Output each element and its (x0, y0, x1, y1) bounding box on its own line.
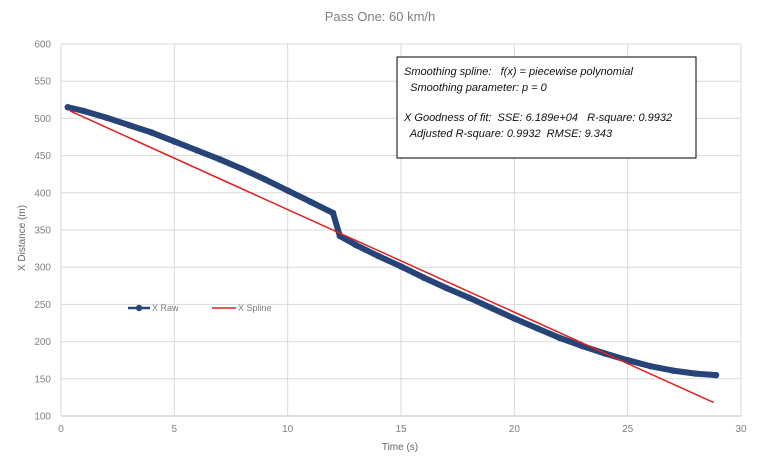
plot-area (64, 104, 720, 404)
legend-marker-x-raw (135, 304, 143, 312)
data-point-x-raw (64, 104, 72, 111)
data-point-x-raw (556, 334, 563, 342)
x-tick-label: 10 (282, 424, 294, 435)
annotation-line-2: Smoothing parameter: p = 0 (404, 82, 548, 94)
x-tick-label: 30 (735, 424, 747, 435)
legend-label-x-spline: X Spline (238, 303, 272, 313)
series-line-x-spline (69, 110, 715, 404)
data-point-x-raw (712, 371, 720, 379)
annotation-border (396, 56, 697, 159)
data-point-x-raw (692, 370, 699, 377)
data-point-x-raw (420, 274, 427, 281)
data-point-x-raw (352, 241, 359, 249)
fit-annotation-box: Smoothing spline: f(x) = piecewise polyn… (396, 56, 697, 159)
x-tick-label: 5 (172, 424, 178, 435)
annotation-line-5: Adjusted R-square: 0.9932 RMSE: 9.343 (404, 128, 613, 140)
data-point-x-raw (216, 156, 223, 163)
data-point-x-raw (443, 284, 450, 292)
y-tick-label: 450 (34, 151, 51, 162)
data-point-x-raw (511, 315, 518, 322)
legend: X Raw X Spline (128, 303, 272, 313)
annotation-line-4: X Goodness of fit: SSE: 6.189e+04 R-squa… (403, 112, 672, 124)
data-point-x-raw (261, 176, 269, 183)
y-tick-label: 250 (34, 300, 51, 311)
y-tick-label: 600 (34, 40, 51, 51)
y-axis-title: X Distance (m) (17, 205, 28, 271)
data-point-x-raw (533, 325, 541, 332)
y-tick-label: 300 (34, 263, 51, 274)
data-point-x-raw (307, 198, 314, 205)
x-tick-label: 20 (509, 424, 521, 435)
data-point-x-raw (125, 121, 133, 129)
data-point-x-raw (488, 304, 495, 312)
chart-title: Pass One: 60 km/h (325, 9, 436, 24)
data-point-x-raw (647, 362, 654, 370)
y-tick-label: 200 (34, 337, 51, 348)
annotation-line-1: Smoothing spline: f(x) = piecewise polyn… (404, 66, 634, 78)
data-point-x-raw (465, 294, 473, 301)
x-axis-title: Time (s) (382, 442, 418, 453)
y-tick-label: 150 (34, 374, 51, 385)
data-point-x-raw (239, 165, 246, 173)
y-tick-label: 500 (34, 114, 51, 125)
x-tick-label: 25 (622, 424, 634, 435)
data-point-x-raw (624, 357, 631, 364)
data-point-x-raw (193, 147, 201, 154)
data-point-x-raw (284, 187, 291, 194)
y-tick-label: 100 (34, 412, 51, 423)
x-tick-label: 15 (395, 424, 407, 435)
data-point-x-raw (329, 209, 337, 217)
y-tick-label: 350 (34, 226, 51, 237)
x-tick-label: 0 (58, 424, 64, 435)
data-point-x-raw (148, 129, 155, 136)
data-point-x-raw (397, 263, 405, 270)
data-point-x-raw (80, 107, 87, 115)
data-point-x-raw (171, 138, 178, 145)
y-tick-label: 550 (34, 77, 51, 88)
data-point-x-raw (669, 367, 677, 374)
legend-label-x-raw: X Raw (152, 303, 179, 313)
data-point-x-raw (375, 252, 382, 260)
axes: 100 150 200 250 300 350 400 450 500 550 600 0 5 10 15 2… (34, 40, 747, 436)
y-tick-label: 400 (34, 188, 51, 199)
data-point-x-raw (103, 114, 110, 121)
